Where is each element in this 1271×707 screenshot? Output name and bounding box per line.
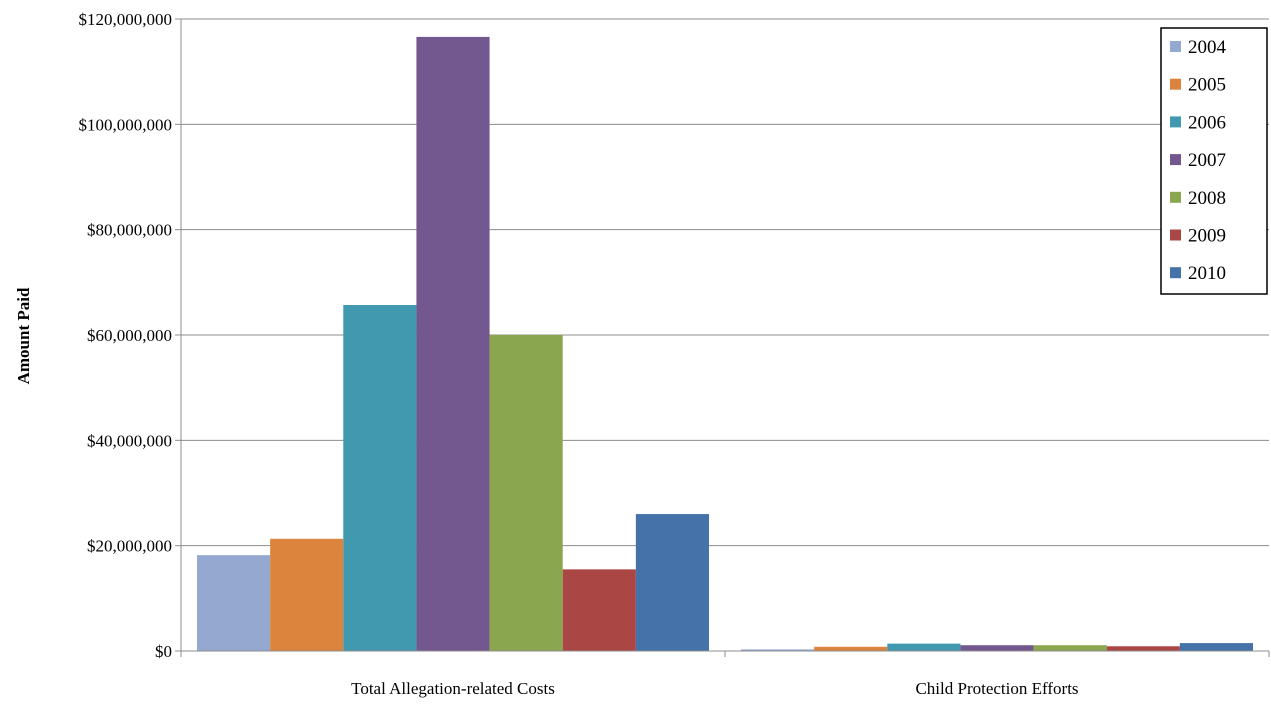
bar-2005-child-protection bbox=[814, 647, 887, 651]
legend-swatch-2007 bbox=[1170, 154, 1181, 165]
bars bbox=[197, 37, 1253, 651]
legend-label: 2007 bbox=[1188, 150, 1226, 171]
legend-swatch-2004 bbox=[1170, 41, 1181, 52]
x-category-label: Child Protection Efforts bbox=[915, 679, 1078, 698]
legend-label: 2009 bbox=[1188, 226, 1226, 247]
y-tick-label: $120,000,000 bbox=[79, 10, 173, 29]
bar-2007-child-protection bbox=[960, 645, 1033, 651]
bar-2010-child-protection bbox=[1180, 643, 1253, 651]
y-tick-label: $60,000,000 bbox=[87, 326, 172, 345]
legend-swatch-2009 bbox=[1170, 230, 1181, 241]
y-tick-label: $20,000,000 bbox=[87, 537, 172, 556]
legend-swatch-2005 bbox=[1170, 79, 1181, 90]
y-tick-label: $40,000,000 bbox=[87, 431, 172, 450]
legend-swatch-2008 bbox=[1170, 192, 1181, 203]
bar-2009-allegation-costs bbox=[563, 569, 636, 651]
y-axis-title: Amount Paid bbox=[14, 287, 33, 384]
bar-2008-allegation-costs bbox=[490, 335, 563, 651]
bar-2005-allegation-costs bbox=[270, 539, 343, 651]
x-category-label: Total Allegation-related Costs bbox=[351, 679, 555, 698]
bar-2006-allegation-costs bbox=[343, 305, 416, 651]
legend-label: 2008 bbox=[1188, 188, 1226, 209]
y-tick-label: $80,000,000 bbox=[87, 221, 172, 240]
bar-2010-allegation-costs bbox=[636, 514, 709, 651]
y-tick-label: $0 bbox=[155, 642, 172, 661]
legend: 2004 2005 2006 2007 2008 2009 2010 bbox=[1161, 28, 1267, 294]
bar-2009-child-protection bbox=[1107, 646, 1180, 651]
legend-label: 2005 bbox=[1188, 75, 1226, 96]
bar-2004-allegation-costs bbox=[197, 555, 270, 651]
legend-label: 2006 bbox=[1188, 112, 1226, 133]
bar-2007-allegation-costs bbox=[416, 37, 489, 651]
legend-swatch-2006 bbox=[1170, 116, 1181, 127]
legend-label: 2004 bbox=[1188, 37, 1227, 58]
bar-2008-child-protection bbox=[1034, 645, 1107, 651]
bar-2006-child-protection bbox=[887, 644, 960, 651]
legend-swatch-2010 bbox=[1170, 267, 1181, 278]
legend-label: 2010 bbox=[1188, 263, 1226, 284]
y-tick-label: $100,000,000 bbox=[79, 115, 173, 134]
